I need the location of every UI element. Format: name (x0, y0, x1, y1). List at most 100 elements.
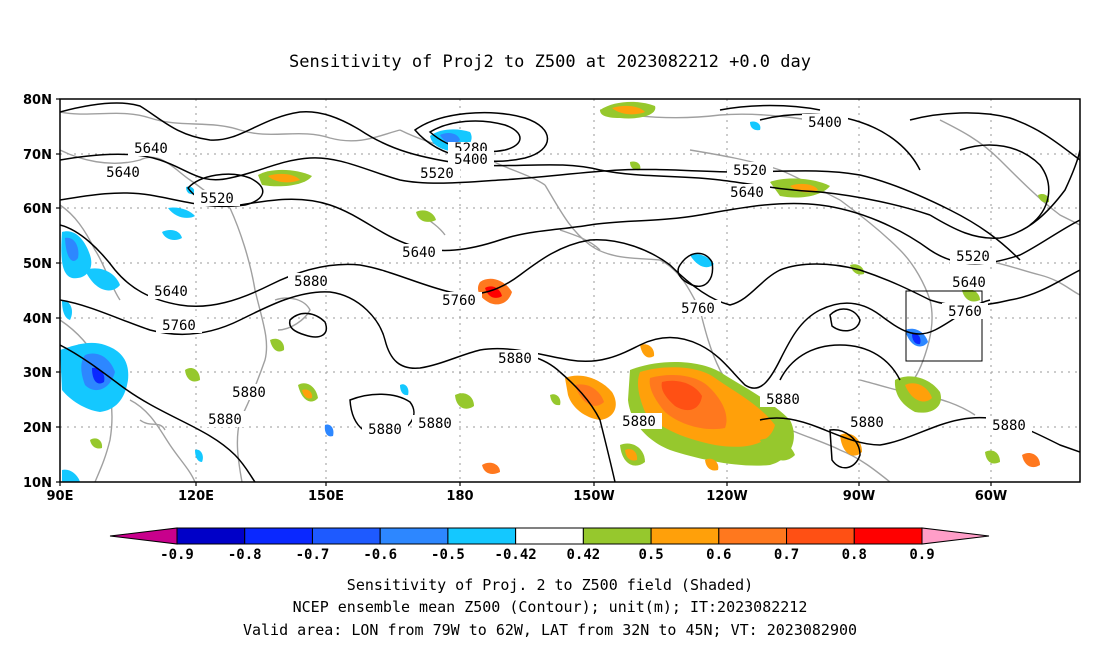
colorbar-swatch (718, 527, 788, 545)
colorbar-swatch (650, 527, 720, 545)
lon-tick-label: 150E (308, 489, 344, 504)
colorbar-swatch (379, 527, 449, 545)
map-frame (59, 98, 1081, 483)
contour-label: 5640 (396, 244, 442, 261)
colorbar-tick-label: 0.9 (909, 547, 934, 563)
colorbar-tick-label: -0.42 (495, 547, 537, 563)
lon-tick-label: 120E (178, 489, 214, 504)
colorbar-tick-label: -0.7 (296, 547, 330, 563)
svg-text:5520: 5520 (420, 166, 454, 182)
contour-label: 5640 (128, 140, 174, 157)
lat-tick-label: 20N (23, 421, 52, 436)
colorbar-tick-label: -0.5 (431, 547, 465, 563)
contour-label: 5880 (226, 384, 272, 401)
contour-label: 5880 (412, 415, 458, 432)
colorbar-tick-label: -0.9 (160, 547, 194, 563)
svg-text:5880: 5880 (622, 414, 656, 430)
colorbar-tick-label: 0.8 (842, 547, 867, 563)
lon-tick-label: 90E (47, 489, 74, 504)
colorbar-swatch (447, 527, 517, 545)
longitude-labels: 90E 120E 150E 180 150W 120W 90W 60W (47, 489, 1008, 504)
colorbar-swatch (176, 527, 246, 545)
contour-label: 5400 (802, 114, 848, 131)
colorbar-tick-label: 0.7 (774, 547, 799, 563)
colorbar-swatch (786, 527, 855, 545)
lat-tick-label: 30N (23, 366, 52, 381)
lon-tick-label: 90W (843, 489, 875, 504)
colorbar-low-extension (109, 527, 178, 545)
svg-text:5880: 5880 (498, 351, 532, 367)
colorbar: -0.9 -0.8 -0.7 -0.6 -0.5 -0.42 0.42 0.5 0.6 0.7 0.… (109, 527, 990, 563)
positive-sensitivity-patches (90, 101, 1050, 474)
colorbar-tick-label: -0.8 (228, 547, 262, 563)
svg-text:5880: 5880 (850, 415, 884, 431)
contour-label: 5760 (942, 303, 988, 320)
contour-label-layer: 5640 5640 5520 5280 5400 5520 5520 5640 … (100, 114, 1032, 438)
contour-label: 5640 (100, 164, 146, 181)
contour-label: 5760 (675, 300, 721, 317)
map-panel: 80N 70N 60N 50N 40N 30N 20N 10N 90E 120E… (23, 93, 1081, 504)
lat-tick-label: 80N (23, 93, 52, 108)
contour-label: 5880 (288, 273, 334, 290)
colorbar-tick-label: 0.5 (638, 547, 663, 563)
lat-tick-label: 70N (23, 148, 52, 163)
svg-text:5520: 5520 (200, 191, 234, 207)
svg-text:5400: 5400 (808, 115, 842, 131)
contour-label: 5520 (950, 248, 996, 265)
contour-label: 5520 (414, 165, 460, 182)
latitude-labels: 80N 70N 60N 50N 40N 30N 20N 10N (23, 93, 52, 491)
svg-text:5880: 5880 (368, 422, 402, 438)
lon-tick-label: 120W (706, 489, 747, 504)
svg-text:5880: 5880 (232, 385, 266, 401)
contour-label: 5760 (436, 292, 482, 309)
colorbar-tick-label: 0.42 (567, 547, 601, 563)
svg-text:5760: 5760 (681, 301, 715, 317)
contour-label: 5880 (986, 417, 1032, 434)
negative-sensitivity-patches (60, 121, 928, 482)
contour-label: 5880 (110, 399, 150, 415)
svg-text:5880: 5880 (418, 416, 452, 432)
svg-text:5880: 5880 (766, 392, 800, 408)
svg-text:5760: 5760 (948, 304, 982, 320)
svg-text:5520: 5520 (956, 249, 990, 265)
contour-label: 5760 (156, 317, 202, 334)
lat-tick-label: 10N (23, 476, 52, 491)
svg-text:5640: 5640 (730, 185, 764, 201)
valid-area-box (905, 290, 983, 362)
colorbar-boxes (176, 527, 923, 545)
contour-label: 5520 (727, 162, 773, 179)
caption-line-3: Valid area: LON from 79W to 62W, LAT fro… (243, 621, 857, 639)
lat-tick-label: 50N (23, 257, 52, 272)
lat-tick-label: 60N (23, 202, 52, 217)
svg-text:5520: 5520 (733, 163, 767, 179)
caption-line-1: Sensitivity of Proj. 2 to Z500 field (Sh… (347, 576, 753, 594)
contour-label: 5880 (844, 414, 890, 431)
svg-text:5880: 5880 (208, 412, 242, 428)
colorbar-high-extension (921, 527, 990, 545)
contour-label: 5640 (148, 283, 194, 300)
lat-tick-label: 40N (23, 312, 52, 327)
svg-text:5880: 5880 (294, 274, 328, 290)
colorbar-swatch (582, 527, 652, 545)
svg-text:5880: 5880 (992, 418, 1026, 434)
colorbar-swatch (515, 527, 584, 545)
contour-label: 5880 (616, 413, 662, 430)
colorbar-tick-labels: -0.9 -0.8 -0.7 -0.6 -0.5 -0.42 0.42 0.5 0.6 0.7 0.… (160, 547, 935, 563)
svg-text:5640: 5640 (402, 245, 436, 261)
svg-text:5640: 5640 (134, 141, 168, 157)
colorbar-swatch (244, 527, 313, 545)
svg-text:5760: 5760 (442, 293, 476, 309)
contour-label: 5640 (946, 274, 992, 291)
contour-label: 5640 (724, 184, 770, 201)
svg-text:5640: 5640 (154, 284, 188, 300)
figure-title: Sensitivity of Proj2 to Z500 at 20230822… (289, 52, 811, 72)
contour-label: 5880 (202, 411, 248, 428)
caption-line-2: NCEP ensemble mean Z500 (Contour); unit(… (293, 598, 808, 616)
colorbar-tick-label: 0.6 (706, 547, 731, 563)
lon-tick-label: 150W (573, 489, 614, 504)
svg-text:5640: 5640 (106, 165, 140, 181)
svg-text:5400: 5400 (454, 152, 488, 168)
lon-tick-label: 180 (446, 489, 473, 504)
contour-label: 5880 (492, 350, 538, 367)
